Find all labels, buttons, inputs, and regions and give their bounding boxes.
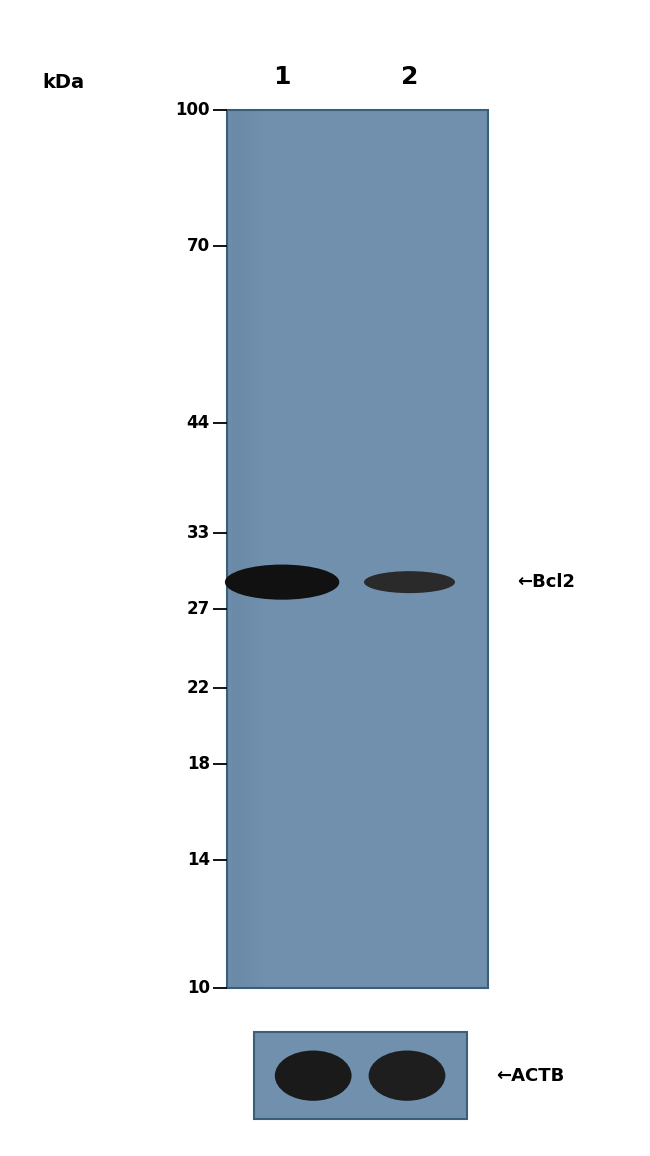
Bar <box>231 110 239 988</box>
Text: 22: 22 <box>187 679 210 697</box>
Text: 18: 18 <box>187 755 210 773</box>
Text: kDa: kDa <box>42 74 84 92</box>
Bar <box>227 110 235 988</box>
Text: 100: 100 <box>176 101 210 119</box>
Bar <box>239 110 247 988</box>
Text: 14: 14 <box>187 851 210 869</box>
Bar <box>255 110 263 988</box>
Ellipse shape <box>225 564 339 600</box>
Bar <box>247 110 255 988</box>
Ellipse shape <box>369 1051 445 1101</box>
Text: 27: 27 <box>187 600 210 618</box>
Ellipse shape <box>364 571 455 593</box>
Ellipse shape <box>275 1051 352 1101</box>
Bar <box>227 110 488 988</box>
Text: 70: 70 <box>187 237 210 255</box>
Text: ←ACTB: ←ACTB <box>496 1067 564 1084</box>
Text: ←Bcl2: ←Bcl2 <box>517 573 575 591</box>
Bar <box>251 110 259 988</box>
Text: 2: 2 <box>401 65 418 89</box>
Bar <box>254 1032 467 1119</box>
Text: 1: 1 <box>274 65 291 89</box>
Text: 44: 44 <box>187 414 210 432</box>
Bar <box>243 110 251 988</box>
Text: 10: 10 <box>187 979 210 998</box>
Bar <box>235 110 243 988</box>
Text: 33: 33 <box>187 524 210 542</box>
